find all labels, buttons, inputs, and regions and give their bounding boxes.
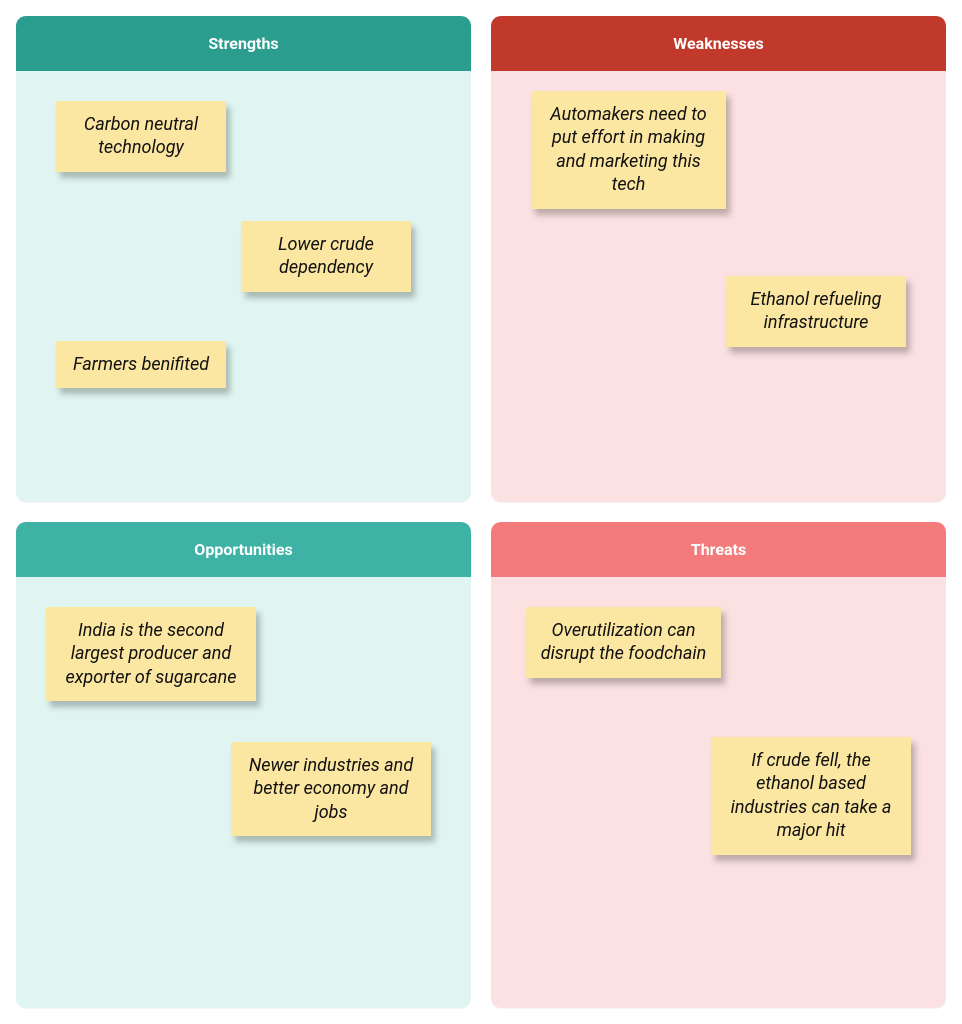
quadrant-threats: Threats Overutilization can disrupt the … xyxy=(491,522,946,1008)
quadrant-header-threats: Threats xyxy=(491,522,946,577)
quadrant-body-weaknesses: Automakers need to put effort in making … xyxy=(491,71,946,502)
sticky-note: India is the second largest producer and… xyxy=(46,607,256,701)
quadrant-header-strengths: Strengths xyxy=(16,16,471,71)
quadrant-header-opportunities: Opportunities xyxy=(16,522,471,577)
sticky-note: Farmers benifited xyxy=(56,341,226,388)
sticky-note: Newer industries and better economy and … xyxy=(231,742,431,836)
quadrant-opportunities: Opportunities India is the second larges… xyxy=(16,522,471,1008)
sticky-note: Automakers need to put effort in making … xyxy=(531,91,726,209)
quadrant-body-strengths: Carbon neutral technology Lower crude de… xyxy=(16,71,471,502)
quadrant-strengths: Strengths Carbon neutral technology Lowe… xyxy=(16,16,471,502)
quadrant-body-threats: Overutilization can disrupt the foodchai… xyxy=(491,577,946,1008)
sticky-note: Overutilization can disrupt the foodchai… xyxy=(526,607,721,678)
quadrant-body-opportunities: India is the second largest producer and… xyxy=(16,577,471,1008)
sticky-note: Lower crude dependency xyxy=(241,221,411,292)
sticky-note: If crude fell, the ethanol based industr… xyxy=(711,737,911,855)
sticky-note: Ethanol refueling infrastructure xyxy=(726,276,906,347)
sticky-note: Carbon neutral technology xyxy=(56,101,226,172)
swot-grid: Strengths Carbon neutral technology Lowe… xyxy=(16,16,946,1008)
quadrant-header-weaknesses: Weaknesses xyxy=(491,16,946,71)
quadrant-weaknesses: Weaknesses Automakers need to put effort… xyxy=(491,16,946,502)
